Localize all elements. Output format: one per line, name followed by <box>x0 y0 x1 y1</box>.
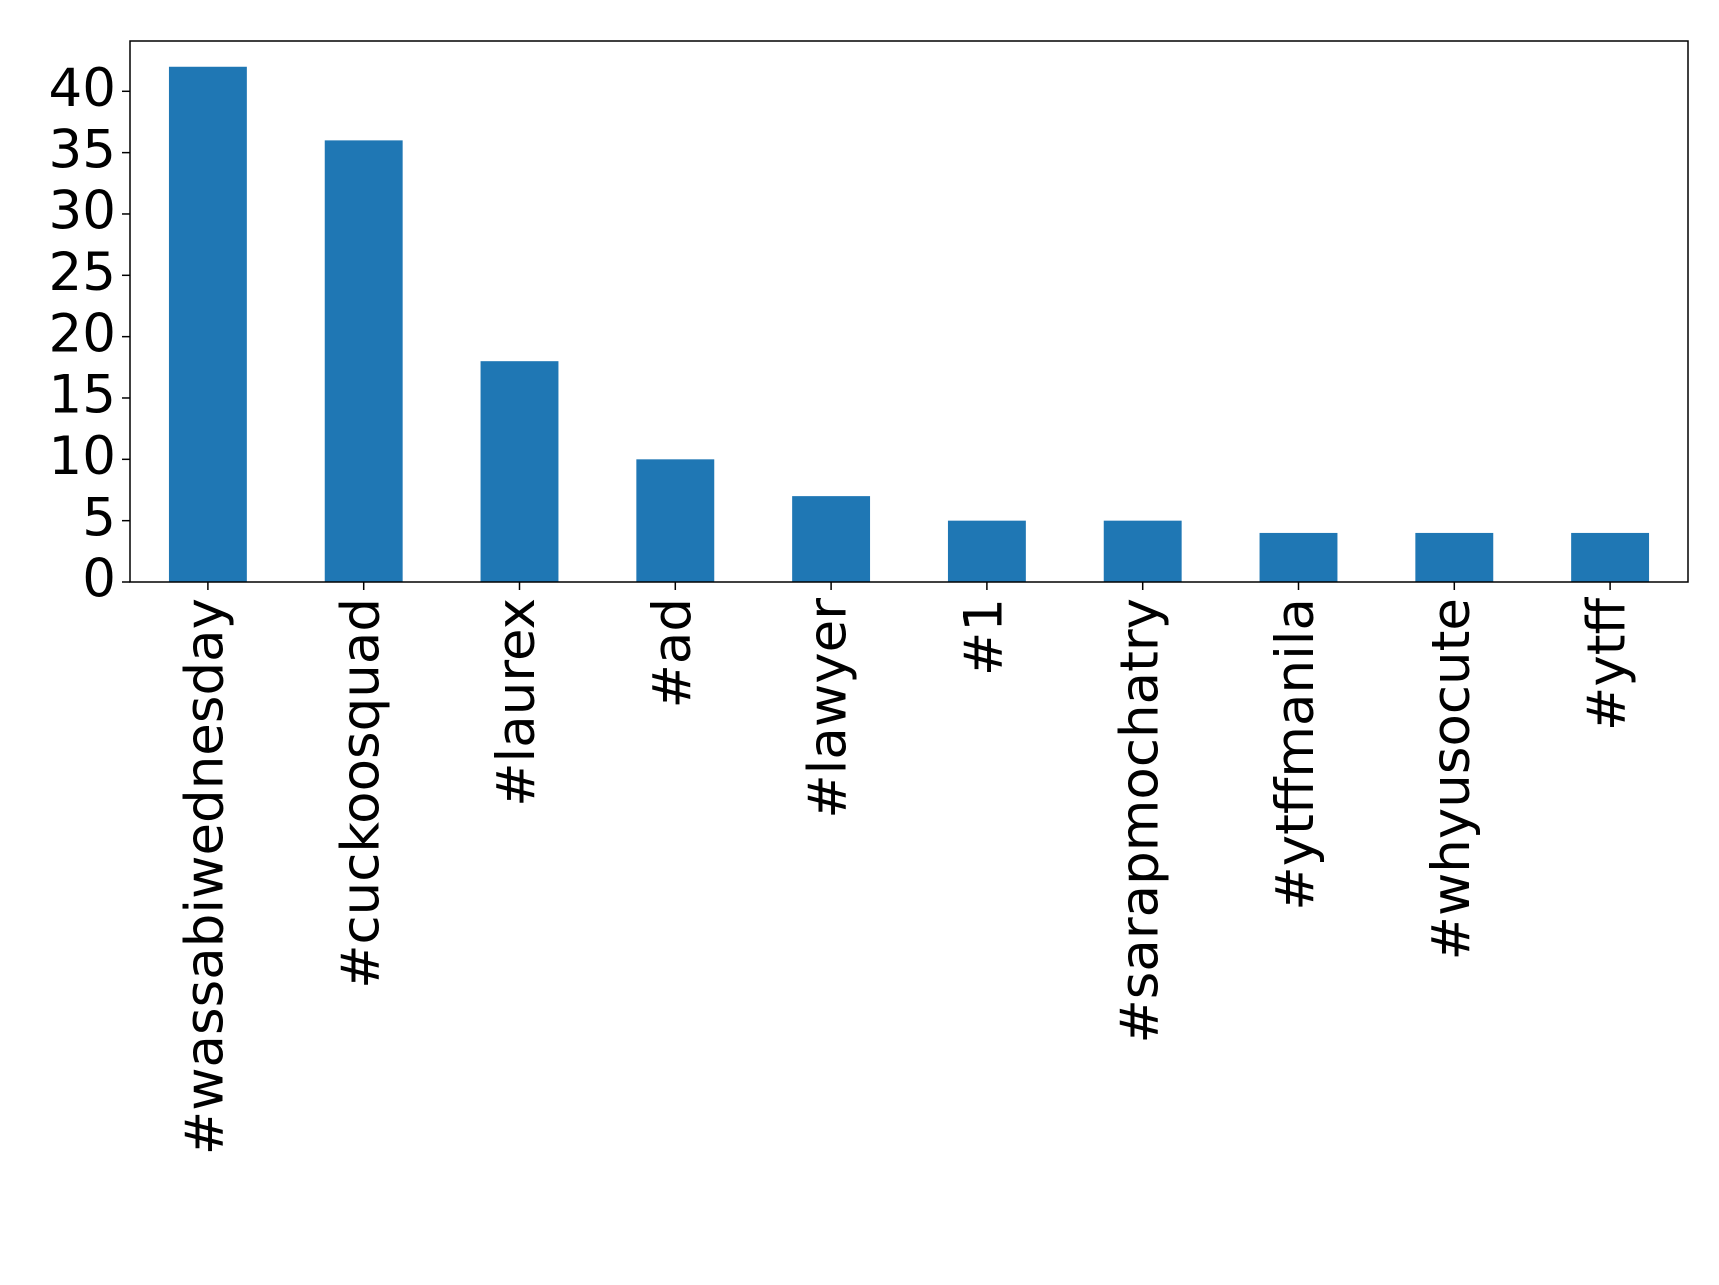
bar <box>168 66 247 582</box>
y-tick-label: 10 <box>49 426 116 487</box>
y-tick-label: 35 <box>49 119 116 180</box>
bar <box>792 496 871 582</box>
bar <box>1571 532 1650 582</box>
x-tick-label: #whyusocute <box>1421 598 1482 960</box>
y-tick-label: 5 <box>82 487 116 548</box>
bar <box>480 361 559 582</box>
x-tick-label: #lawyer <box>798 598 859 819</box>
y-tick-label: 0 <box>82 549 116 610</box>
plot-frame <box>129 40 1689 583</box>
x-tick-label: #laurex <box>486 598 547 807</box>
y-tick-label: 15 <box>49 365 116 426</box>
x-tick-label: #wassabiwednesday <box>175 598 236 1155</box>
bar <box>1415 532 1494 582</box>
bar <box>636 459 715 582</box>
y-tick-label: 40 <box>49 58 116 119</box>
x-tick-label: #1 <box>954 598 1015 676</box>
bar <box>1259 532 1338 582</box>
y-tick-label: 25 <box>49 242 116 303</box>
x-tick-label: #sarapmochatry <box>1109 598 1170 1044</box>
bar <box>324 140 403 582</box>
x-tick-label: #ytffmanila <box>1265 598 1326 911</box>
y-tick-label: 20 <box>49 303 116 364</box>
x-tick-label: #cuckoosquad <box>330 598 391 989</box>
x-tick-label: #ytff <box>1577 597 1638 732</box>
bar <box>947 520 1026 582</box>
y-tick-label: 30 <box>49 181 116 242</box>
x-tick-label: #ad <box>642 598 703 709</box>
bar <box>1103 520 1182 582</box>
